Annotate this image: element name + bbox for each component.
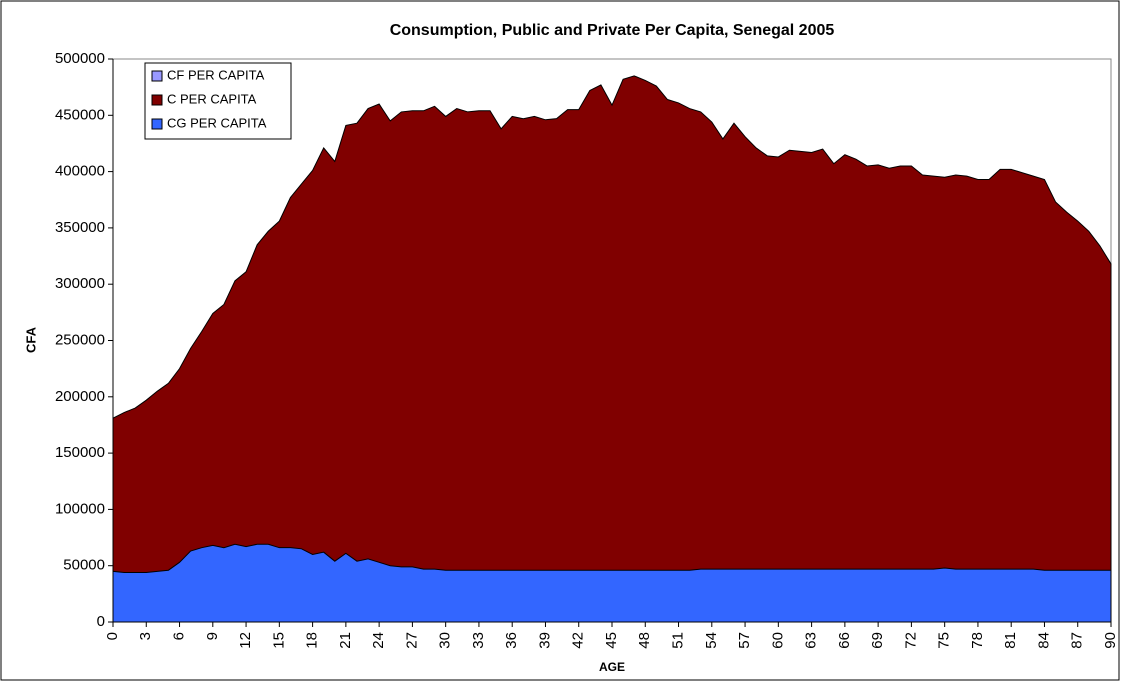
x-tick-label: 84 <box>1035 632 1052 649</box>
x-tick-label: 72 <box>902 632 919 649</box>
y-tick-label: 250000 <box>55 331 105 348</box>
x-tick-label: 69 <box>869 632 886 649</box>
x-tick-label: 3 <box>137 632 154 640</box>
y-axis-label: CFA <box>23 326 38 353</box>
legend-swatch <box>151 118 163 130</box>
x-tick-label: 33 <box>470 632 487 649</box>
y-tick-label: 100000 <box>55 500 105 517</box>
chart-title: Consumption, Public and Private Per Capi… <box>390 22 835 39</box>
x-tick-label: 24 <box>370 632 387 649</box>
x-tick-label: 6 <box>171 632 188 640</box>
x-tick-label: 39 <box>536 632 553 649</box>
x-tick-label: 42 <box>570 632 587 649</box>
x-tick-label: 27 <box>403 632 420 649</box>
x-axis-label: AGE <box>599 660 625 674</box>
x-tick-label: 51 <box>670 632 687 649</box>
legend-swatch <box>151 70 163 82</box>
legend-label: C PER CAPITA <box>167 91 257 106</box>
x-tick-label: 30 <box>437 632 454 649</box>
x-tick-label: 45 <box>603 632 620 649</box>
x-tick-label: 21 <box>337 632 354 649</box>
y-tick-label: 500000 <box>55 50 105 67</box>
area <box>112 543 1112 623</box>
y-tick-label: 350000 <box>55 219 105 236</box>
x-tick-label: 18 <box>304 632 321 649</box>
x-tick-label: 57 <box>736 632 753 649</box>
x-tick-label: 78 <box>969 632 986 649</box>
legend-label: CF PER CAPITA <box>167 67 265 82</box>
y-tick-label: 300000 <box>55 275 105 292</box>
x-tick-label: 48 <box>636 632 653 649</box>
x-tick-label: 60 <box>769 632 786 649</box>
y-tick-label: 400000 <box>55 163 105 180</box>
y-tick-label: 150000 <box>55 444 105 461</box>
y-tick-label: 0 <box>97 613 105 630</box>
x-tick-label: 36 <box>503 632 520 649</box>
x-tick-label: 90 <box>1102 632 1119 649</box>
x-tick-label: 66 <box>836 632 853 649</box>
area <box>112 75 1112 623</box>
legend-box <box>144 62 292 140</box>
x-tick-label: 63 <box>803 632 820 649</box>
x-tick-label: 87 <box>1069 632 1086 649</box>
x-tick-label: 15 <box>270 632 287 649</box>
x-tick-label: 0 <box>104 632 121 640</box>
x-tick-label: 12 <box>237 632 254 649</box>
x-tick-label: 9 <box>204 632 221 640</box>
y-tick-label: 200000 <box>55 388 105 405</box>
x-tick-label: 54 <box>703 632 720 649</box>
x-tick-label: 75 <box>936 632 953 649</box>
legend-swatch <box>151 94 163 106</box>
x-tick-label: 81 <box>1002 632 1019 649</box>
y-tick-label: 450000 <box>55 106 105 123</box>
y-tick-label: 50000 <box>63 557 105 574</box>
legend-label: CG PER CAPITA <box>167 115 267 130</box>
